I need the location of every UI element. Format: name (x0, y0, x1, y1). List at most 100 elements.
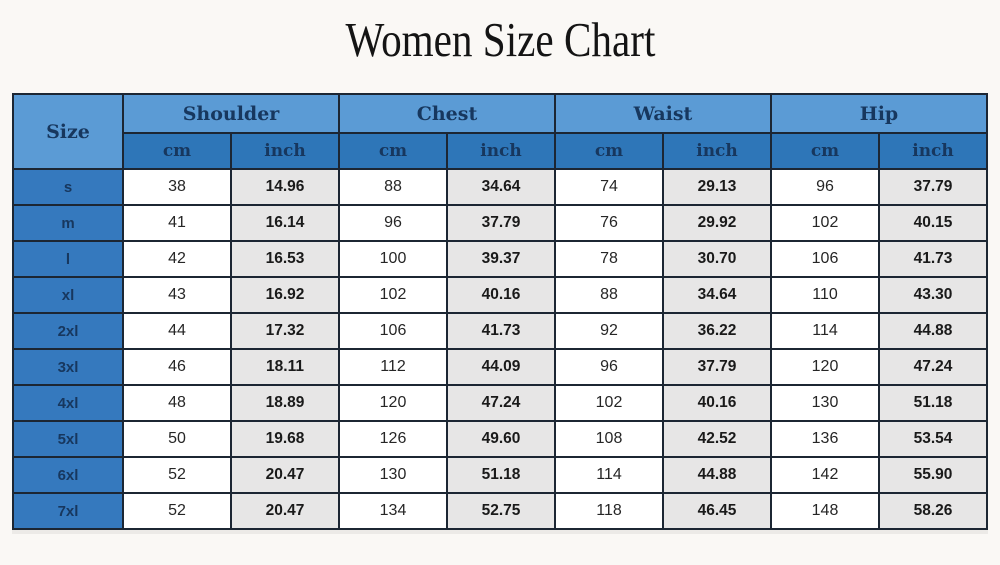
cell-hip-inch: 55.90 (878, 456, 988, 494)
cell-waist-inch: 42.52 (662, 420, 772, 458)
cell-chest-inch: 44.09 (446, 348, 556, 386)
cell-chest-inch: 41.73 (446, 312, 556, 350)
table-row: 7xl 52 20.47 134 52.75 118 46.45 148 58.26 (12, 492, 988, 530)
cell-waist-cm: 76 (554, 204, 664, 242)
cell-chest-cm: 134 (338, 492, 448, 530)
unit-header-chest-cm: cm (338, 132, 448, 170)
cell-shoulder-cm: 48 (122, 384, 232, 422)
row-size-label: s (12, 168, 124, 206)
cell-chest-cm: 106 (338, 312, 448, 350)
cell-hip-inch: 44.88 (878, 312, 988, 350)
cell-waist-inch: 30.70 (662, 240, 772, 278)
cell-shoulder-inch: 16.92 (230, 276, 340, 314)
cell-shoulder-inch: 14.96 (230, 168, 340, 206)
cell-chest-inch: 34.64 (446, 168, 556, 206)
table-row: m 41 16.14 96 37.79 76 29.92 102 40.15 (12, 204, 988, 242)
row-size-label: m (12, 204, 124, 242)
cell-shoulder-inch: 18.11 (230, 348, 340, 386)
cell-waist-inch: 44.88 (662, 456, 772, 494)
cell-chest-cm: 100 (338, 240, 448, 278)
cell-waist-cm: 118 (554, 492, 664, 530)
cell-hip-cm: 96 (770, 168, 880, 206)
unit-header-waist-cm: cm (554, 132, 664, 170)
table-row: l 42 16.53 100 39.37 78 30.70 106 41.73 (12, 240, 988, 278)
table-header: Size Shoulder Chest Waist Hip cm inch cm… (12, 93, 988, 170)
cell-waist-inch: 29.13 (662, 168, 772, 206)
cell-chest-cm: 120 (338, 384, 448, 422)
cell-waist-inch: 37.79 (662, 348, 772, 386)
cell-waist-inch: 36.22 (662, 312, 772, 350)
cell-waist-cm: 88 (554, 276, 664, 314)
cell-hip-inch: 41.73 (878, 240, 988, 278)
unit-header-row: cm inch cm inch cm inch cm inch (13, 132, 988, 170)
cell-shoulder-inch: 20.47 (230, 456, 340, 494)
cell-hip-cm: 102 (770, 204, 880, 242)
cell-shoulder-cm: 38 (122, 168, 232, 206)
cell-waist-cm: 96 (554, 348, 664, 386)
cell-shoulder-cm: 44 (122, 312, 232, 350)
group-header-waist: Waist (554, 93, 772, 134)
cell-chest-inch: 39.37 (446, 240, 556, 278)
cell-waist-inch: 34.64 (662, 276, 772, 314)
unit-header-hip-cm: cm (770, 132, 880, 170)
table-row: 3xl 46 18.11 112 44.09 96 37.79 120 47.24 (12, 348, 988, 386)
group-header-shoulder: Shoulder (122, 93, 340, 134)
page-title: Women Size Chart (0, 0, 1000, 67)
cell-chest-inch: 49.60 (446, 420, 556, 458)
unit-header-shoulder-inch: inch (230, 132, 340, 170)
cell-waist-inch: 46.45 (662, 492, 772, 530)
cell-hip-cm: 114 (770, 312, 880, 350)
group-header-hip: Hip (770, 93, 988, 134)
cell-shoulder-inch: 16.53 (230, 240, 340, 278)
cell-waist-cm: 74 (554, 168, 664, 206)
cell-shoulder-cm: 42 (122, 240, 232, 278)
cell-hip-cm: 130 (770, 384, 880, 422)
cell-hip-cm: 148 (770, 492, 880, 530)
cell-waist-cm: 92 (554, 312, 664, 350)
cell-chest-inch: 51.18 (446, 456, 556, 494)
cell-hip-inch: 53.54 (878, 420, 988, 458)
cell-chest-inch: 37.79 (446, 204, 556, 242)
cell-chest-inch: 52.75 (446, 492, 556, 530)
page-title-text: Women Size Chart (345, 12, 655, 67)
cell-shoulder-inch: 20.47 (230, 492, 340, 530)
cell-chest-inch: 47.24 (446, 384, 556, 422)
row-size-label: 4xl (12, 384, 124, 422)
row-size-label: xl (12, 276, 124, 314)
cell-shoulder-cm: 50 (122, 420, 232, 458)
cell-waist-inch: 29.92 (662, 204, 772, 242)
group-header-row: Size Shoulder Chest Waist Hip (12, 93, 988, 170)
cell-hip-inch: 43.30 (878, 276, 988, 314)
cell-shoulder-cm: 46 (122, 348, 232, 386)
cell-waist-cm: 114 (554, 456, 664, 494)
cell-chest-cm: 126 (338, 420, 448, 458)
cell-hip-inch: 47.24 (878, 348, 988, 386)
size-chart-table: Size Shoulder Chest Waist Hip cm inch cm… (12, 93, 988, 530)
cell-hip-cm: 120 (770, 348, 880, 386)
cell-hip-cm: 110 (770, 276, 880, 314)
group-header-chest: Chest (338, 93, 556, 134)
cell-chest-inch: 40.16 (446, 276, 556, 314)
cell-chest-cm: 96 (338, 204, 448, 242)
unit-header-shoulder-cm: cm (122, 132, 232, 170)
table-row: 6xl 52 20.47 130 51.18 114 44.88 142 55.90 (12, 456, 988, 494)
table-row: xl 43 16.92 102 40.16 88 34.64 110 43.30 (12, 276, 988, 314)
table-row: 2xl 44 17.32 106 41.73 92 36.22 114 44.88 (12, 312, 988, 350)
cell-shoulder-inch: 18.89 (230, 384, 340, 422)
cell-hip-inch: 51.18 (878, 384, 988, 422)
cell-shoulder-inch: 17.32 (230, 312, 340, 350)
cell-hip-inch: 37.79 (878, 168, 988, 206)
cell-hip-cm: 142 (770, 456, 880, 494)
cell-chest-cm: 130 (338, 456, 448, 494)
row-size-label: 2xl (12, 312, 124, 350)
cell-waist-inch: 40.16 (662, 384, 772, 422)
unit-header-chest-inch: inch (446, 132, 556, 170)
size-column-header: Size (12, 93, 124, 170)
cell-chest-cm: 112 (338, 348, 448, 386)
table-row: 4xl 48 18.89 120 47.24 102 40.16 130 51.18 (12, 384, 988, 422)
unit-header-hip-inch: inch (878, 132, 988, 170)
cell-waist-cm: 108 (554, 420, 664, 458)
cell-waist-cm: 102 (554, 384, 664, 422)
cell-hip-cm: 136 (770, 420, 880, 458)
cell-chest-cm: 102 (338, 276, 448, 314)
